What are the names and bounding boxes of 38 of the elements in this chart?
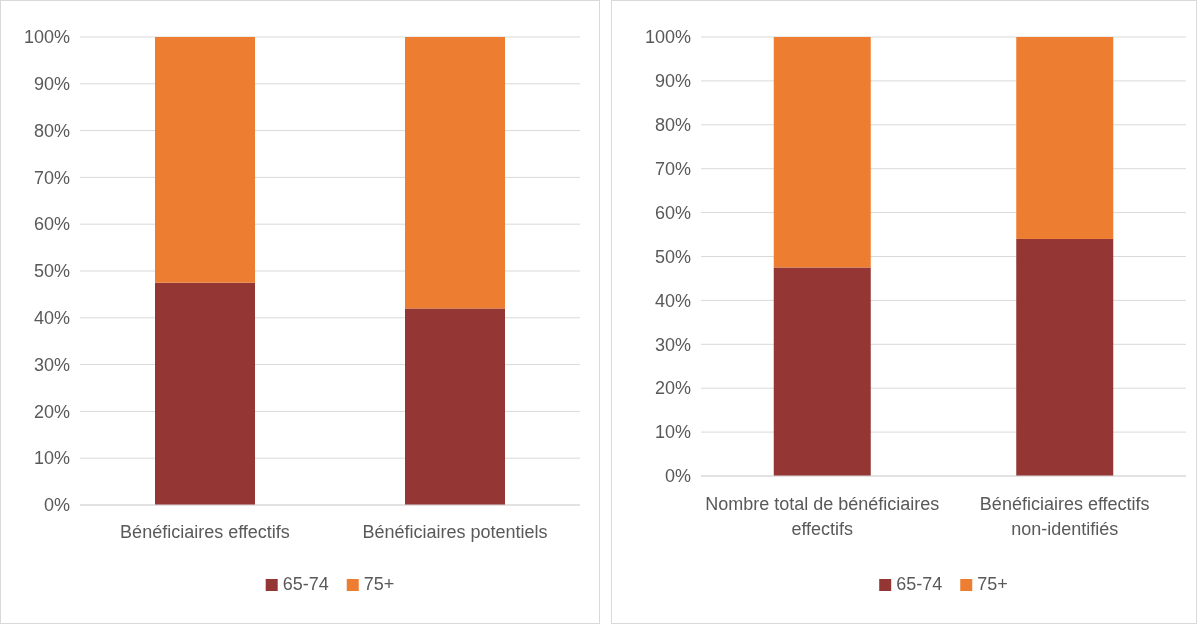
bar [155,282,255,505]
y-tick-label: 60% [33,214,70,235]
legend-label: 65-74 [896,574,943,594]
y-tick-label: 80% [654,115,691,136]
y-tick-label: 90% [33,74,70,95]
y-tick-label: 10% [33,448,70,469]
y-tick-label: 50% [654,246,691,267]
bar [1016,37,1114,239]
y-tick-label: 50% [33,261,70,282]
y-tick-label: 10% [654,422,691,443]
legend-label: 65-74 [282,574,329,594]
y-tick-label: 20% [654,378,691,399]
y-tick-label: 70% [654,158,691,179]
bar [773,37,871,268]
legend-label: 75+ [977,574,1008,594]
y-tick-label: 30% [33,354,70,375]
bar [773,267,871,476]
x-tick-label: Bénéficiaires effectifs [120,522,290,542]
y-tick-label: 90% [654,71,691,92]
y-tick-label: 20% [33,401,70,422]
y-tick-label: 100% [23,27,70,48]
y-tick-label: 0% [664,466,691,487]
x-tick-label: Bénéficiaires effectifs non-identifiés [979,494,1150,539]
bar [405,308,505,505]
x-tick-label: Nombre total de bénéficiaires effectifs [705,494,940,539]
y-tick-label: 100% [644,27,691,48]
y-tick-label: 40% [33,308,70,329]
bar [1016,238,1114,476]
bar [405,37,505,309]
y-tick-label: 70% [33,167,70,188]
bar [155,37,255,283]
y-tick-label: 60% [654,202,691,223]
y-tick-label: 0% [43,495,70,516]
y-tick-label: 80% [33,120,70,141]
legend-label: 75+ [363,574,395,594]
y-tick-label: 30% [654,334,691,355]
y-tick-label: 40% [654,290,691,311]
x-tick-label: Bénéficiaires potentiels [362,522,548,542]
